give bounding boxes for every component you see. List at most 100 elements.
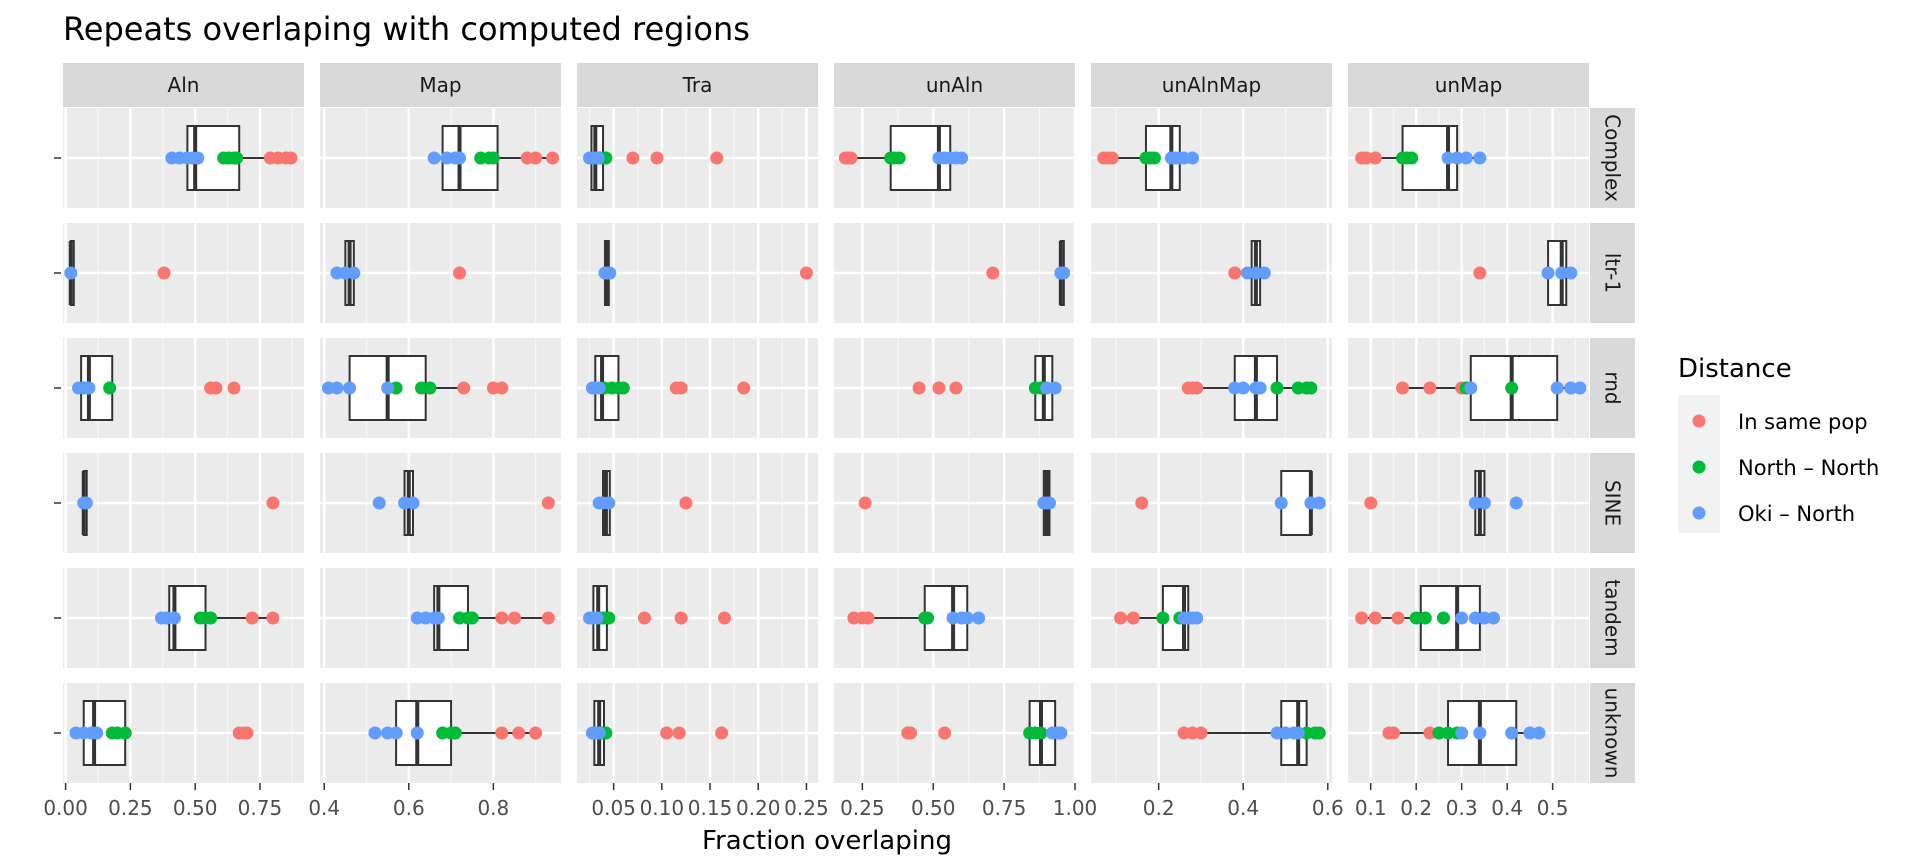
panel-unalnmap-tandem — [1091, 568, 1332, 668]
row-strip-tandem — [1590, 568, 1635, 668]
data-point-oki-north — [1274, 496, 1288, 510]
x-tick-label: 0.6 — [393, 796, 425, 820]
data-point-in-same-pop — [737, 381, 751, 395]
x-tick-label: 0.4 — [1491, 796, 1523, 820]
panel-unaln-rnd — [834, 338, 1077, 438]
panel-map-tandem — [320, 568, 561, 668]
data-point-oki-north — [1473, 726, 1487, 740]
data-point-oki-north — [1236, 381, 1250, 395]
panel-map-ltr-1 — [320, 223, 561, 323]
data-point-oki-north — [1185, 151, 1199, 165]
data-point-north-north — [423, 381, 437, 395]
data-point-in-same-pop — [844, 151, 858, 165]
x-tick-label: 0.50 — [173, 796, 218, 820]
data-point-oki-north — [389, 726, 403, 740]
data-point-oki-north — [591, 151, 605, 165]
data-point-in-same-pop — [679, 496, 693, 510]
x-tick-label: 0.50 — [911, 796, 956, 820]
data-point-in-same-pop — [266, 496, 280, 510]
data-point-oki-north — [427, 151, 441, 165]
data-point-oki-north — [1057, 266, 1071, 280]
x-tick-label: 0.4 — [1227, 796, 1259, 820]
data-point-in-same-pop — [1368, 151, 1382, 165]
data-point-oki-north — [167, 611, 181, 625]
panel-tra-sine — [577, 453, 818, 553]
panel-unalnmap-sine — [1091, 453, 1332, 553]
data-point-in-same-pop — [674, 381, 688, 395]
column-strip-unaln — [834, 63, 1075, 107]
legend-label: In same pop — [1738, 410, 1868, 434]
data-point-in-same-pop — [861, 611, 875, 625]
panel-unmap-sine — [1348, 453, 1589, 553]
data-point-in-same-pop — [1355, 611, 1369, 625]
data-point-north-north — [1156, 611, 1170, 625]
data-point-in-same-pop — [626, 151, 640, 165]
x-tick-label: 0.3 — [1446, 796, 1478, 820]
data-point-in-same-pop — [512, 726, 526, 740]
data-point-in-same-pop — [546, 151, 560, 165]
x-tick-label: 0.2 — [1143, 796, 1175, 820]
column-strip-unmap — [1348, 63, 1589, 107]
data-point-in-same-pop — [1359, 151, 1373, 165]
panel-aln-unknown — [63, 683, 304, 783]
panel-unmap-unknown — [1348, 683, 1589, 783]
data-point-in-same-pop — [949, 381, 963, 395]
data-point-oki-north — [1509, 496, 1523, 510]
x-tick-label: 0.1 — [1355, 796, 1387, 820]
data-point-north-north — [1312, 726, 1326, 740]
row-strip-label: unknown — [1601, 688, 1625, 779]
data-point-in-same-pop — [650, 151, 664, 165]
column-strip-label: Map — [419, 73, 461, 97]
data-point-oki-north — [1468, 611, 1482, 625]
data-point-in-same-pop — [1135, 496, 1149, 510]
data-point-in-same-pop — [717, 611, 731, 625]
data-point-oki-north — [1477, 496, 1491, 510]
x-tick-label: 0.8 — [477, 796, 509, 820]
row-strip-sine — [1590, 453, 1635, 553]
data-point-oki-north — [372, 496, 386, 510]
data-point-in-same-pop — [1423, 381, 1437, 395]
x-tick-label: 0.25 — [840, 796, 885, 820]
column-strip-unalnmap — [1091, 63, 1332, 107]
data-point-oki-north — [1468, 496, 1482, 510]
panel-tra-tandem — [577, 568, 818, 668]
x-tick-label: 1.00 — [1053, 796, 1098, 820]
data-point-north-north — [230, 151, 244, 165]
data-point-in-same-pop — [932, 381, 946, 395]
panel-unaln-complex — [834, 108, 1077, 208]
data-point-north-north — [1304, 381, 1318, 395]
panel-unmap-rnd — [1348, 338, 1589, 438]
data-point-oki-north — [368, 726, 382, 740]
data-point-north-north — [103, 381, 117, 395]
data-point-north-north — [1147, 151, 1161, 165]
data-point-north-north — [1405, 151, 1419, 165]
data-point-oki-north — [406, 496, 420, 510]
data-point-oki-north — [330, 381, 344, 395]
x-tick-label: 0.00 — [43, 796, 88, 820]
column-strip-map — [320, 63, 561, 107]
data-point-oki-north — [381, 381, 395, 395]
data-point-oki-north — [1455, 611, 1469, 625]
panel-unaln-unknown — [834, 683, 1077, 783]
panel-aln-sine — [63, 453, 304, 553]
data-point-in-same-pop — [1105, 151, 1119, 165]
panel-unaln-ltr-1 — [834, 223, 1077, 323]
data-point-oki-north — [1477, 611, 1491, 625]
x-tick-label: 0.2 — [1400, 796, 1432, 820]
data-point-in-same-pop — [495, 611, 509, 625]
data-point-oki-north — [191, 151, 205, 165]
data-point-oki-north — [602, 496, 616, 510]
legend-label: Oki – North — [1738, 502, 1855, 526]
data-point-oki-north — [79, 496, 93, 510]
x-tick-label: 0.05 — [591, 796, 636, 820]
x-tick-label: 0.25 — [108, 796, 153, 820]
panel-unmap-complex — [1348, 108, 1589, 208]
x-tick-label: 0.25 — [784, 796, 829, 820]
panel-map-rnd — [320, 338, 561, 438]
data-point-in-same-pop — [1126, 611, 1140, 625]
data-point-north-north — [921, 611, 935, 625]
data-point-north-north — [448, 726, 462, 740]
panel-map-unknown — [320, 683, 561, 783]
data-point-oki-north — [1505, 726, 1519, 740]
panel-aln-tandem — [63, 568, 304, 668]
